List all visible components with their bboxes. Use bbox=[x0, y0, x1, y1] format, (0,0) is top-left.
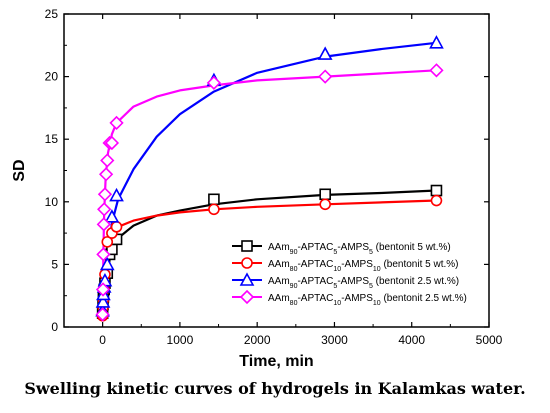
legend-label-part: 10 bbox=[333, 266, 341, 273]
figure-caption: Swelling kinetic curves of hydrogels in … bbox=[24, 379, 526, 398]
tick-labels: 0 1000 2000 3000 4000 5000 0 5 10 15 20 25 bbox=[45, 7, 503, 347]
x-tick-label: 4000 bbox=[398, 333, 425, 347]
data-point-series-4 bbox=[95, 282, 111, 297]
y-tick-label: 20 bbox=[45, 70, 59, 84]
fit-curves bbox=[101, 41, 437, 316]
legend-label-part: (bentonit 2.5 wt.%) bbox=[381, 293, 467, 304]
y-tick-label: 15 bbox=[45, 132, 59, 146]
legend-label-part: -AMPS bbox=[341, 259, 373, 270]
legend-marker-3 bbox=[239, 272, 255, 286]
legend-label-part: 10 bbox=[333, 300, 341, 307]
x-tick-label: 2000 bbox=[244, 333, 271, 347]
x-axis-title: Time, min bbox=[239, 353, 313, 370]
data-point-series-1 bbox=[208, 193, 220, 206]
data-point-series-4 bbox=[104, 135, 120, 151]
data-point-series-4 bbox=[95, 307, 110, 322]
data-point-series-2 bbox=[101, 236, 114, 248]
data-point-series-4 bbox=[429, 63, 444, 78]
data-point-series-4 bbox=[97, 202, 112, 217]
legend-label-part: -AMPS bbox=[337, 276, 369, 287]
legend-label-part: AAm bbox=[268, 276, 290, 287]
legend-label-part: 90 bbox=[290, 249, 298, 256]
data-points bbox=[95, 35, 444, 322]
data-point-series-3 bbox=[317, 46, 333, 60]
y-axis-title: SD bbox=[11, 159, 28, 181]
legend-label-1: AAm90-APTAC5-AMPS5 (bentonit 5 wt.%) bbox=[268, 242, 451, 256]
legend-label-part: -APTAC bbox=[297, 276, 333, 287]
legend-label-part: -APTAC bbox=[297, 259, 333, 270]
legend-label-part: 90 bbox=[290, 283, 298, 290]
legend-label-part: AAm bbox=[268, 259, 290, 270]
x-tick-label: 3000 bbox=[321, 333, 348, 347]
legend-label-2: AAm80-APTAC10-AMPS10 (bentonit 5 wt.%) bbox=[268, 259, 458, 273]
data-point-series-3 bbox=[99, 256, 115, 271]
x-tick-label: 5000 bbox=[476, 333, 503, 347]
legend-label-part: -APTAC bbox=[297, 242, 333, 253]
data-point-series-2 bbox=[319, 198, 331, 211]
legend-label-part: (bentonit 2.5 wt.%) bbox=[373, 276, 459, 287]
data-point-series-4 bbox=[97, 187, 113, 202]
legend-marker-4 bbox=[239, 289, 255, 305]
legend-label-part: (bentonit 5 wt.%) bbox=[373, 242, 451, 253]
legend-label-part: -APTAC bbox=[297, 293, 333, 304]
legend-label-part: 5 bbox=[369, 249, 373, 256]
legend-label-part: 10 bbox=[373, 300, 381, 307]
y-tick-label: 25 bbox=[45, 7, 59, 21]
legend-label-part: 5 bbox=[369, 283, 373, 290]
legend-label-part: 10 bbox=[373, 266, 381, 273]
data-point-series-4 bbox=[100, 153, 115, 168]
fit-curve-series-3 bbox=[101, 41, 437, 315]
legend-label-3: AAm90-APTAC5-AMPS5 (bentonit 2.5 wt.%) bbox=[268, 276, 459, 290]
data-point-series-4 bbox=[98, 167, 114, 182]
legend-marker-2 bbox=[241, 257, 253, 269]
data-point-series-2 bbox=[208, 203, 220, 216]
data-point-series-4 bbox=[96, 247, 111, 262]
y-tick-label: 0 bbox=[51, 320, 58, 334]
legend-marker-1 bbox=[241, 240, 253, 252]
data-point-series-1 bbox=[430, 184, 443, 197]
legend-label-part: 5 bbox=[333, 283, 337, 290]
x-tick-label: 0 bbox=[99, 333, 106, 347]
legend-label-part: -AMPS bbox=[341, 293, 373, 304]
data-point-series-3 bbox=[104, 209, 120, 223]
legend: AAm90-APTAC5-AMPS5 (bentonit 5 wt.%)AAm8… bbox=[232, 240, 467, 307]
legend-label-part: 80 bbox=[290, 300, 298, 307]
data-point-series-4 bbox=[109, 115, 124, 131]
data-point-series-3 bbox=[95, 294, 111, 308]
legend-label-part: 80 bbox=[290, 266, 298, 273]
data-point-series-2 bbox=[110, 221, 123, 233]
data-point-series-2 bbox=[430, 194, 443, 207]
data-point-series-4 bbox=[318, 69, 333, 84]
data-point-series-3 bbox=[429, 35, 444, 49]
legend-label-part: -AMPS bbox=[337, 242, 369, 253]
data-point-series-1 bbox=[319, 188, 331, 201]
y-tick-label: 5 bbox=[51, 257, 58, 271]
legend-label-4: AAm80-APTAC10-AMPS10 (bentonit 2.5 wt.%) bbox=[268, 293, 467, 307]
data-point-series-3 bbox=[109, 187, 124, 202]
legend-label-part: AAm bbox=[268, 242, 290, 253]
legend-label-part: AAm bbox=[268, 293, 290, 304]
legend-label-part: (bentonit 5 wt.%) bbox=[381, 259, 459, 270]
axes bbox=[63, 13, 490, 328]
y-tick-label: 10 bbox=[45, 195, 59, 209]
data-point-series-4 bbox=[206, 75, 222, 90]
x-tick-label: 1000 bbox=[167, 333, 194, 347]
legend-label-part: 5 bbox=[333, 249, 337, 256]
data-point-series-4 bbox=[96, 217, 111, 232]
